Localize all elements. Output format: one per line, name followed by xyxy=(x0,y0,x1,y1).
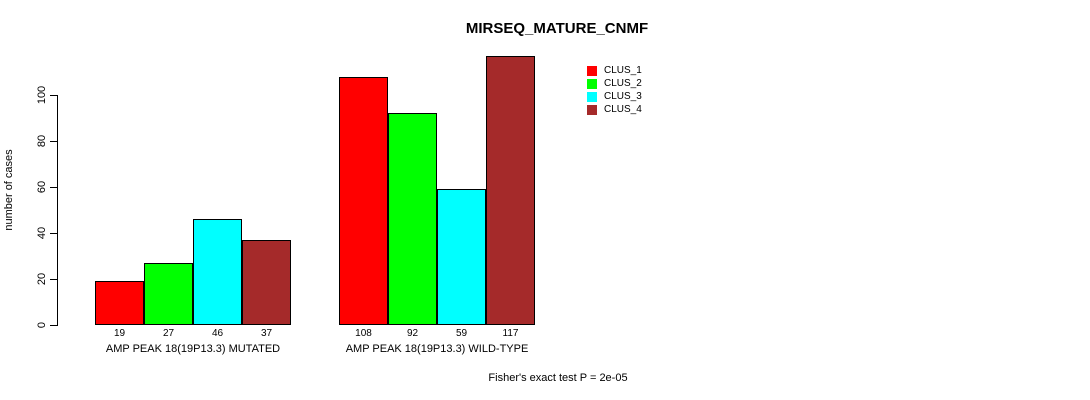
bar-value-label: 59 xyxy=(455,328,468,339)
bar-value-label: 117 xyxy=(502,328,519,339)
y-tick-mark xyxy=(50,141,58,142)
bar-value-label: 19 xyxy=(113,328,126,339)
bar-clus_4-group1 xyxy=(242,239,291,325)
bar-clus_4-group2 xyxy=(486,55,535,325)
legend-label: CLUS_2 xyxy=(604,78,642,89)
legend-swatch-icon xyxy=(587,104,597,115)
bar-value-label: 92 xyxy=(406,328,419,339)
legend-row: CLUS_3 xyxy=(587,90,642,103)
y-tick-mark xyxy=(50,279,58,280)
group-label: AMP PEAK 18(19P13.3) MUTATED xyxy=(105,343,281,355)
y-tick-label: 0 xyxy=(36,321,48,329)
bar-clus_1-group2 xyxy=(339,76,388,325)
legend-row: CLUS_1 xyxy=(587,64,642,77)
y-tick-mark xyxy=(50,325,58,326)
bar-value-label: 27 xyxy=(162,328,175,339)
bar-clus_2-group1 xyxy=(144,262,193,325)
group-label: AMP PEAK 18(19P13.3) WILD-TYPE xyxy=(345,343,529,355)
chart-title: MIRSEQ_MATURE_CNMF xyxy=(465,20,649,37)
legend-row: CLUS_2 xyxy=(587,77,642,90)
bar-value-label: 37 xyxy=(260,328,273,339)
y-tick-mark xyxy=(50,187,58,188)
legend-swatch-icon xyxy=(587,78,597,89)
y-tick-label: 80 xyxy=(36,134,48,148)
legend-label: CLUS_1 xyxy=(604,65,642,76)
bar-clus_3-group1 xyxy=(193,219,242,325)
bar-value-label: 46 xyxy=(211,328,224,339)
y-tick-mark xyxy=(50,95,58,96)
legend-label: CLUS_3 xyxy=(604,91,642,102)
y-axis-line xyxy=(57,95,58,325)
y-tick-label: 40 xyxy=(36,226,48,240)
y-tick-mark xyxy=(50,233,58,234)
bar-clus_3-group2 xyxy=(437,189,486,325)
legend-swatch-icon xyxy=(587,65,597,76)
bar-clus_2-group2 xyxy=(388,113,437,325)
y-tick-label: 20 xyxy=(36,272,48,286)
legend: CLUS_1 CLUS_2 CLUS_3 CLUS_4 xyxy=(587,64,642,116)
y-tick-label: 60 xyxy=(36,180,48,194)
fisher-test-annotation: Fisher's exact test P = 2e-05 xyxy=(488,372,628,384)
y-axis-label: number of cases xyxy=(3,149,15,231)
bar-value-label: 108 xyxy=(355,328,372,339)
y-tick-label: 100 xyxy=(36,85,48,105)
legend-swatch-icon xyxy=(587,91,597,102)
bar-clus_1-group1 xyxy=(95,281,144,325)
legend-row: CLUS_4 xyxy=(587,103,642,116)
legend-label: CLUS_4 xyxy=(604,104,642,115)
